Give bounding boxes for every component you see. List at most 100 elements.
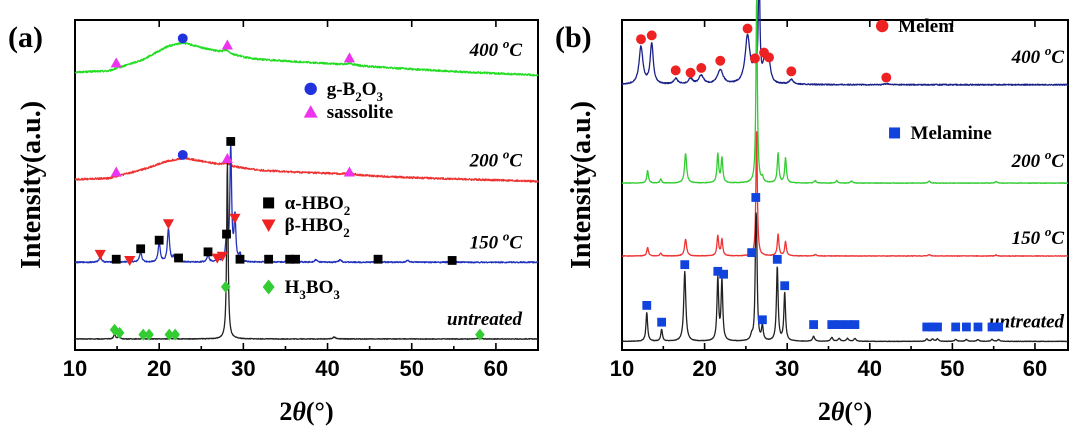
phase-marker-square bbox=[447, 256, 457, 265]
phase-marker-square bbox=[222, 229, 231, 239]
phase-marker-square bbox=[713, 266, 723, 276]
series-label: 200 oC bbox=[1011, 147, 1065, 172]
phase-marker-triangle-down bbox=[216, 251, 228, 262]
phase-marker-square bbox=[780, 281, 790, 291]
phase-marker-square bbox=[226, 137, 236, 146]
x-axis-label: 2θ(°) bbox=[279, 397, 333, 426]
phase-marker-diamond bbox=[475, 328, 485, 341]
phase-marker-triangle-down bbox=[124, 256, 136, 267]
phase-marker-square bbox=[174, 253, 183, 263]
phase-marker-circle bbox=[750, 53, 760, 64]
phase-marker-triangle-down bbox=[162, 219, 175, 230]
x-tick-label: 60 bbox=[1023, 356, 1047, 381]
phase-marker-diamond bbox=[138, 328, 148, 341]
phase-marker-circle bbox=[685, 67, 696, 78]
series-label: 200 oC bbox=[469, 147, 523, 172]
series-line-untreated bbox=[74, 162, 539, 340]
phase-marker-square bbox=[642, 300, 652, 310]
x-tick-label: 40 bbox=[315, 356, 339, 381]
phase-marker-diamond bbox=[114, 326, 125, 339]
phase-marker-square bbox=[657, 317, 667, 327]
legend-marker-square bbox=[889, 127, 901, 139]
series-label: untreated bbox=[989, 311, 1064, 332]
phase-marker-square bbox=[285, 254, 295, 264]
phase-marker-triangle-up bbox=[110, 166, 122, 177]
phase-marker-circle bbox=[670, 65, 681, 76]
phase-marker-square bbox=[772, 254, 782, 264]
phase-marker-triangle-down bbox=[229, 213, 241, 224]
phase-marker-square bbox=[994, 322, 1004, 332]
series-line-400-c bbox=[621, 0, 1069, 86]
series-label: 150 oC bbox=[1012, 224, 1065, 249]
phase-marker-triangle-up bbox=[110, 57, 122, 68]
legend-marker-triangle-up bbox=[303, 105, 318, 118]
phase-marker-square bbox=[751, 193, 761, 202]
series-line-200-c bbox=[621, 0, 1069, 185]
legend-marker-circle bbox=[304, 82, 317, 96]
legend-marker-triangle-down bbox=[261, 219, 276, 233]
x-tick-label: 50 bbox=[940, 356, 964, 381]
phase-marker-triangle-up bbox=[221, 153, 233, 164]
phase-marker-square bbox=[373, 254, 383, 264]
phase-marker-square bbox=[962, 322, 971, 332]
panel-label: (a) bbox=[8, 21, 43, 54]
x-tick-label: 30 bbox=[231, 356, 255, 381]
plot-frame bbox=[74, 19, 539, 351]
phase-marker-diamond bbox=[144, 328, 154, 341]
phase-marker-diamond bbox=[220, 280, 231, 293]
phase-marker-square bbox=[850, 320, 860, 329]
phase-marker-triangle-up bbox=[343, 52, 356, 63]
phase-marker-circle bbox=[881, 72, 892, 83]
phase-marker-square bbox=[809, 320, 819, 329]
legend-label: β-HBO2 bbox=[285, 215, 350, 240]
phase-marker-square bbox=[264, 254, 274, 264]
legend-label: H3BO3 bbox=[285, 277, 341, 302]
phase-marker-circle bbox=[742, 23, 753, 34]
phase-marker-circle bbox=[764, 52, 774, 63]
x-tick-label: 40 bbox=[858, 356, 882, 381]
phase-marker-square bbox=[973, 322, 983, 332]
phase-marker-triangle-up bbox=[221, 39, 233, 50]
phase-marker-circle bbox=[646, 30, 657, 41]
series-line-150-c bbox=[74, 141, 539, 264]
series-line-200-c bbox=[74, 156, 539, 183]
legend-label: g-B2O3 bbox=[327, 79, 384, 104]
panel-label: (b) bbox=[555, 21, 592, 54]
x-tick-label: 50 bbox=[399, 356, 423, 381]
series-line-150-c bbox=[621, 131, 1069, 257]
phase-marker-square bbox=[843, 320, 852, 329]
x-axis-label: 2θ(°) bbox=[818, 397, 872, 426]
phase-marker-square bbox=[747, 248, 757, 258]
x-tick-label: 10 bbox=[63, 356, 87, 381]
phase-marker-circle bbox=[636, 34, 646, 45]
phase-marker-square bbox=[933, 322, 942, 332]
phase-marker-circle bbox=[177, 149, 188, 160]
series-label: 150 oC bbox=[470, 228, 523, 253]
x-tick-label: 30 bbox=[775, 356, 799, 381]
phase-marker-square bbox=[928, 322, 937, 332]
y-axis-label: Intensity(a.u.) bbox=[566, 101, 597, 269]
x-tick-label: 60 bbox=[484, 356, 508, 381]
phase-marker-diamond bbox=[170, 328, 180, 341]
x-tick-label: 10 bbox=[610, 356, 634, 381]
panel-a: 10 20 30 40 50 60 400 oC 200 oC 150 oC untreated g… bbox=[8, 19, 539, 426]
series-label: 400 oC bbox=[469, 36, 523, 61]
phase-marker-triangle-up bbox=[343, 166, 356, 177]
panel-b: 10 20 30 40 50 60 400 oC 200 oC 150 oC untreated M… bbox=[555, 0, 1069, 426]
phase-marker-square bbox=[154, 235, 164, 245]
phase-marker-circle bbox=[696, 63, 707, 73]
phase-marker-square bbox=[111, 254, 121, 264]
phase-marker-square bbox=[827, 320, 837, 329]
phase-marker-triangle-down bbox=[94, 249, 106, 260]
phase-marker-circle bbox=[786, 66, 797, 77]
legend-marker-diamond bbox=[262, 279, 275, 295]
phase-marker-circle bbox=[715, 55, 726, 66]
phase-marker-square bbox=[136, 244, 146, 254]
phase-marker-square bbox=[719, 269, 728, 279]
legend-label: Melem bbox=[898, 16, 954, 37]
legend-label: α-HBO2 bbox=[285, 193, 351, 218]
phase-marker-square bbox=[951, 322, 961, 332]
phase-marker-square bbox=[758, 315, 767, 325]
phase-marker-circle bbox=[177, 33, 188, 44]
